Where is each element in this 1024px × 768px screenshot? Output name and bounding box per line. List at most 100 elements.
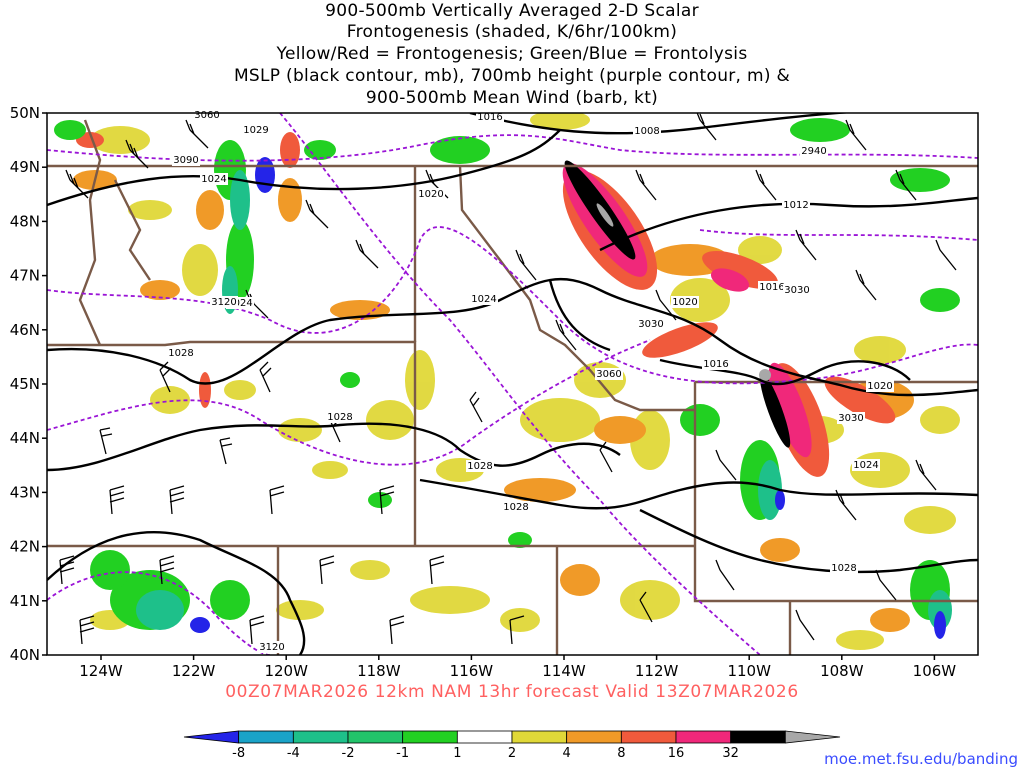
height-label-bg bbox=[595, 368, 623, 380]
mslp-contour-label: 1016 bbox=[703, 359, 728, 370]
height-label-bg bbox=[172, 154, 200, 166]
height-contour-label: 3030 bbox=[638, 319, 663, 330]
lon-tick-label: 120W bbox=[264, 662, 308, 680]
mslp-contour-label: 1020 bbox=[867, 381, 892, 392]
mslp-label-bg bbox=[167, 347, 195, 359]
mslp-label-bg bbox=[702, 358, 730, 370]
lon-tick-label: 108W bbox=[820, 662, 864, 680]
colorbar-swatch bbox=[620, 730, 677, 744]
colorbar-swatch bbox=[238, 730, 294, 744]
mslp-contour-label: 1020 bbox=[418, 189, 443, 200]
height-contour-label: 3090 bbox=[173, 155, 198, 166]
height-label-bg bbox=[637, 318, 665, 330]
height-label-bg bbox=[210, 296, 238, 308]
colorbar-tick-label: 1 bbox=[453, 746, 461, 761]
lon-tick-label: 116W bbox=[450, 662, 494, 680]
mslp-contour-label: 1012 bbox=[783, 200, 808, 211]
lon-tick-label: 110W bbox=[727, 662, 771, 680]
mslp-contour-label: 1008 bbox=[634, 126, 659, 137]
mslp-contour-label: 1028 bbox=[831, 563, 856, 574]
lon-tick-label: 122W bbox=[172, 662, 216, 680]
mslp-label-bg bbox=[200, 173, 228, 185]
mslp-label-bg bbox=[466, 460, 494, 472]
height-label-bg bbox=[258, 641, 286, 653]
height-label-bg bbox=[800, 145, 828, 157]
title-line-3: Yellow/Red = Frontogenesis; Green/Blue =… bbox=[276, 44, 748, 64]
mslp-label-bg bbox=[502, 501, 530, 513]
colorbar-swatch bbox=[402, 730, 458, 744]
source-credit: moe.met.fsu.edu/banding bbox=[824, 750, 1018, 768]
colorbar-swatch bbox=[347, 730, 404, 744]
lat-tick-label: 47N bbox=[10, 267, 40, 285]
mslp-label-bg bbox=[830, 562, 858, 574]
title-line-4: MSLP (black contour, mb), 700mb height (… bbox=[233, 66, 791, 86]
lat-tick-label: 44N bbox=[10, 429, 40, 447]
mslp-contour-label: 1020 bbox=[672, 297, 697, 308]
mslp-label-bg bbox=[852, 459, 880, 471]
height-label-bg bbox=[783, 284, 811, 296]
height-label-bg bbox=[193, 109, 221, 121]
lon-tick-label: 114W bbox=[542, 662, 586, 680]
title-line-2: Frontogenesis (shaded, K/6hr/100km) bbox=[346, 22, 678, 42]
lon-tick-label: 112W bbox=[635, 662, 679, 680]
mslp-label-bg bbox=[470, 293, 498, 305]
valid-time-line: 00Z07MAR2026 12km NAM 13hr forecast Vali… bbox=[225, 682, 799, 702]
colorbar-swatch bbox=[784, 730, 841, 744]
mslp-contour-label: 1028 bbox=[327, 412, 352, 423]
colorbar-tick-label: 16 bbox=[668, 746, 685, 761]
colorbar: -8 -4 -2 -1 1 2 4 8 16 32 bbox=[183, 730, 841, 761]
mslp-contour-label: 1016 bbox=[477, 112, 502, 123]
lon-tick-label: 106W bbox=[913, 662, 957, 680]
lat-tick-label: 45N bbox=[10, 375, 40, 393]
lat-tick-label: 48N bbox=[10, 212, 40, 230]
colorbar-swatch bbox=[511, 730, 568, 744]
colorbar-tick-label: -1 bbox=[396, 746, 409, 761]
colorbar-swatch bbox=[730, 730, 786, 744]
mslp-label-bg bbox=[417, 188, 445, 200]
mslp-contour-label: 1028 bbox=[168, 348, 193, 359]
lat-tick-label: 41N bbox=[10, 592, 40, 610]
mslp-label-bg bbox=[671, 296, 699, 308]
colorbar-swatch bbox=[456, 730, 513, 744]
mslp-contour-label: 1024 bbox=[471, 294, 496, 305]
mslp-label-bg bbox=[633, 125, 661, 137]
lon-tick-label: 118W bbox=[357, 662, 401, 680]
frontogenesis-shading bbox=[54, 113, 960, 650]
lat-tick-label: 50N bbox=[10, 104, 40, 122]
mslp-label-bg bbox=[242, 124, 270, 136]
height-contour-label: 3120 bbox=[259, 642, 284, 653]
latitude-axis: 50N 49N 48N 47N 46N 45N 44N 43N 42N 41N 40N bbox=[10, 104, 47, 664]
lat-tick-label: 42N bbox=[10, 538, 40, 556]
colorbar-tick-label: 4 bbox=[563, 746, 571, 761]
height-contour-label: 2940 bbox=[801, 146, 826, 157]
lat-tick-label: 43N bbox=[10, 483, 40, 501]
colorbar-swatch bbox=[292, 730, 349, 744]
colorbar-tick-label: -8 bbox=[232, 746, 245, 761]
height-label-bg bbox=[837, 412, 865, 424]
colorbar-tick-label: 8 bbox=[617, 746, 625, 761]
colorbar-swatch bbox=[566, 730, 622, 744]
mslp-contour-label: 1028 bbox=[503, 502, 528, 513]
mslp-label-bg bbox=[782, 199, 810, 211]
height-contour-label: 3060 bbox=[596, 369, 621, 380]
lon-tick-label: 124W bbox=[79, 662, 123, 680]
mslp-label-bg bbox=[758, 281, 786, 293]
height-contour-label: 3030 bbox=[838, 413, 863, 424]
longitude-axis: 124W 122W 120W 118W 116W 114W 112W 110W 108W 106W bbox=[79, 655, 956, 680]
colorbar-swatch bbox=[675, 730, 732, 744]
mslp-label-bg bbox=[326, 411, 354, 423]
colorbar-tick-label: -4 bbox=[287, 746, 300, 761]
colorbar-swatch bbox=[183, 730, 240, 744]
lat-tick-label: 46N bbox=[10, 321, 40, 339]
title-line-1: 900-500mb Vertically Averaged 2-D Scalar bbox=[325, 1, 699, 21]
mslp-contour-label: 1016 bbox=[759, 282, 784, 293]
height-contours bbox=[47, 113, 978, 655]
lat-tick-label: 40N bbox=[10, 646, 40, 664]
mslp-contour-label: 1024 bbox=[201, 174, 226, 185]
height-contour-label: 3060 bbox=[194, 110, 219, 121]
height-contour-label: 3120 bbox=[211, 297, 236, 308]
mslp-label-bg bbox=[866, 380, 894, 392]
contour-labels: 1029 1024 1020 1024 1016 1008 1012 1016 1020 1024… bbox=[167, 109, 894, 653]
mslp-contour-label: 1024 bbox=[853, 460, 878, 471]
